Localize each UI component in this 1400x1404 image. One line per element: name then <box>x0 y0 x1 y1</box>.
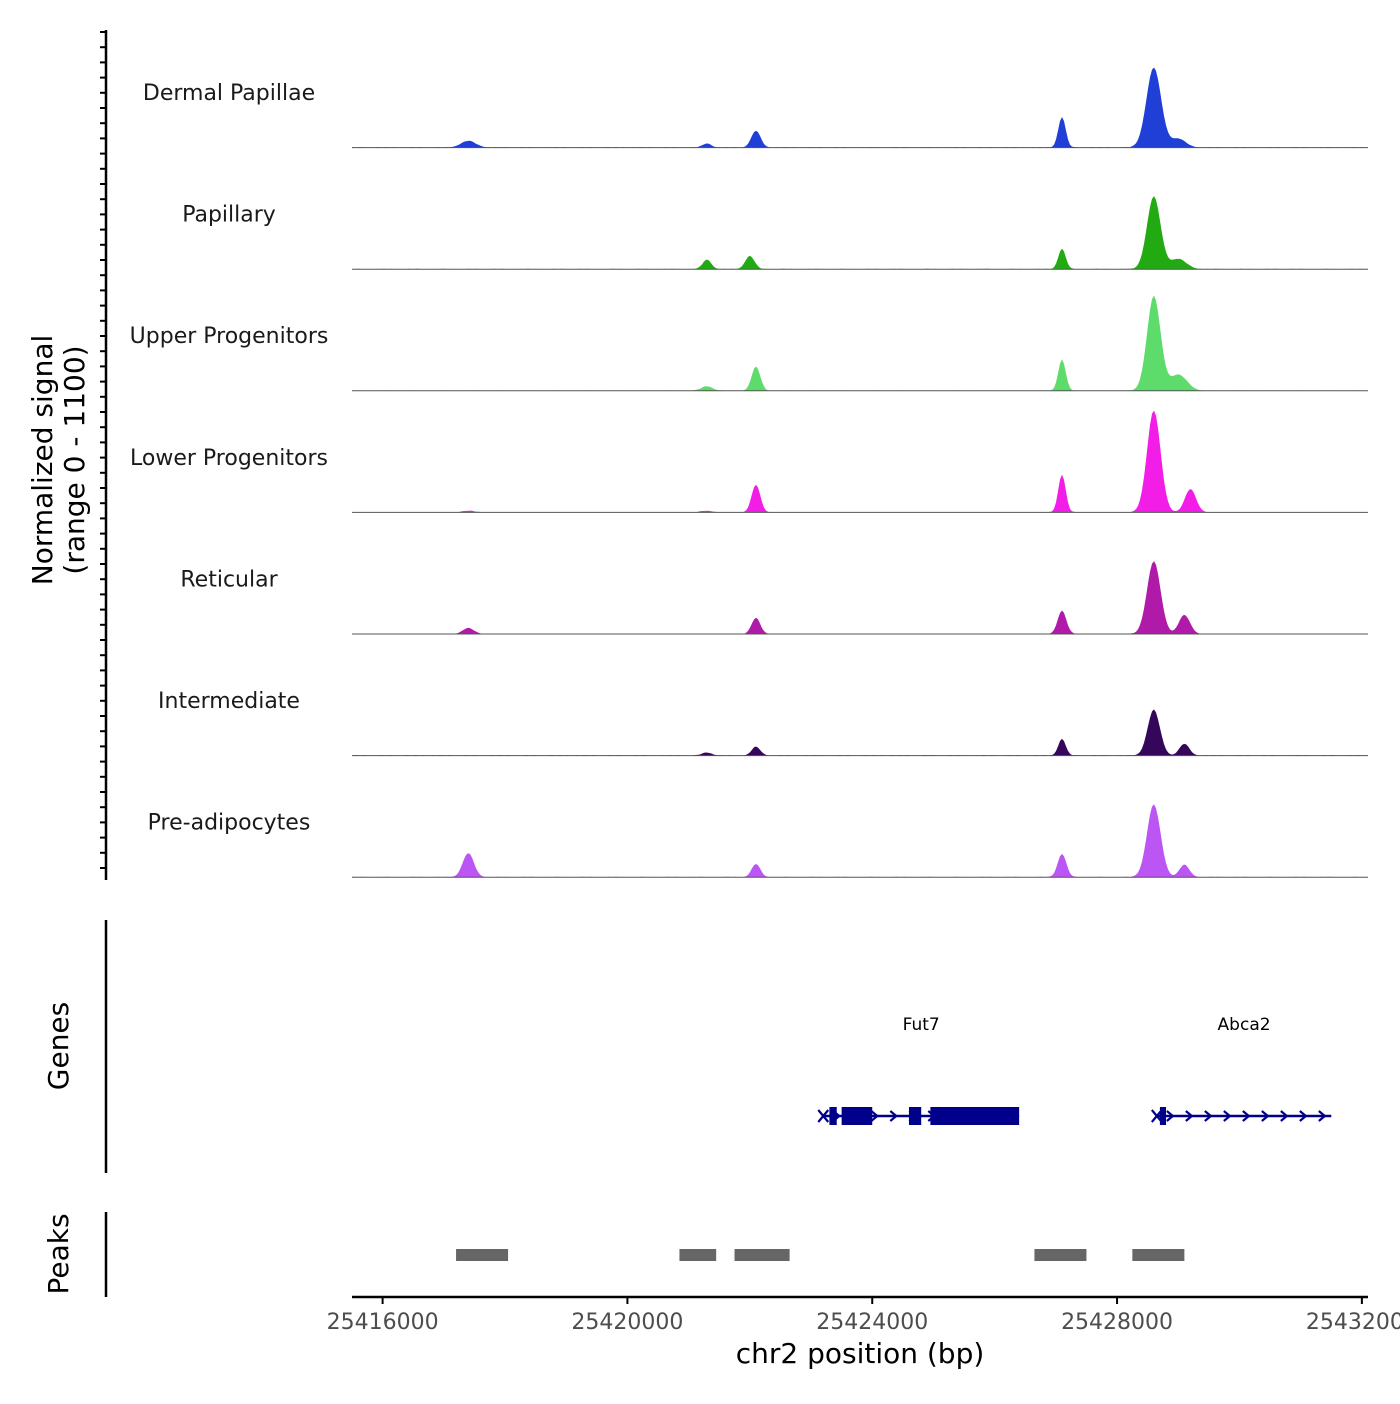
peak-region <box>679 1249 717 1261</box>
track-label-intermediate: Intermediate <box>158 689 300 714</box>
peak-region <box>1132 1249 1185 1261</box>
gene-strand-arrow <box>889 1110 898 1122</box>
peak-region <box>456 1249 509 1261</box>
gene-track: Fut7 Abca2 <box>817 1015 1332 1125</box>
y-axis-title-line2: (range 0 - 1100) <box>58 345 91 574</box>
track-area-upper-progenitors <box>352 295 1368 391</box>
track-area-pre-adipocytes <box>352 804 1368 878</box>
track-label-pre-adipocytes: Pre-adipocytes <box>148 811 311 836</box>
track-upper-progenitors: Upper Progenitors <box>130 295 1368 392</box>
gene-label-abca2: Abca2 <box>1218 1015 1271 1035</box>
x-axis-tick-label: 25432000 <box>1306 1310 1400 1335</box>
track-papillary: Papillary <box>182 196 1368 270</box>
signal-tracks: Dermal Papillae Papillary Upper Progenitor… <box>130 67 1368 878</box>
track-reticular: Reticular <box>180 561 1368 635</box>
gene-abca2: Abca2 <box>1150 1015 1332 1125</box>
track-lower-progenitors: Lower Progenitors <box>130 410 1368 513</box>
y-axis-title-line1: Normalized signal <box>26 335 59 586</box>
track-pre-adipocytes: Pre-adipocytes <box>148 804 1368 878</box>
gene-strand-arrow <box>1223 1110 1232 1122</box>
gene-exon <box>841 1107 873 1125</box>
gene-strand-arrow <box>1166 1110 1175 1122</box>
gene-strand-arrow <box>1280 1110 1289 1122</box>
x-axis-title: chr2 position (bp) <box>736 1337 985 1370</box>
gene-fut7: Fut7 <box>817 1015 1020 1125</box>
track-area-dermal-papillae <box>352 67 1368 148</box>
genes-panel-title: Genes <box>42 1002 75 1090</box>
track-area-lower-progenitors <box>352 410 1368 513</box>
track-area-reticular <box>352 561 1368 634</box>
track-label-lower-progenitors: Lower Progenitors <box>130 446 328 471</box>
gene-strand-arrow <box>1299 1110 1308 1122</box>
peaks-panel-title: Peaks <box>42 1213 75 1294</box>
gene-strand-arrow <box>870 1110 879 1122</box>
peak-region <box>734 1249 790 1261</box>
gene-label-fut7: Fut7 <box>903 1015 940 1035</box>
track-dermal-papillae: Dermal Papillae <box>143 67 1368 149</box>
gene-strand-arrow <box>1185 1110 1194 1122</box>
x-axis-tick-label: 25428000 <box>1061 1310 1173 1335</box>
gene-strand-arrow <box>1204 1110 1213 1122</box>
track-intermediate: Intermediate <box>158 689 1368 757</box>
x-axis-tick-label: 25420000 <box>571 1310 683 1335</box>
x-axis-tick-label: 25416000 <box>327 1310 439 1335</box>
gene-exon <box>1159 1107 1167 1125</box>
gene-strand-arrow <box>1318 1110 1327 1122</box>
peak-region <box>1034 1249 1087 1261</box>
gene-strand-arrow <box>1242 1110 1251 1122</box>
track-area-papillary <box>352 196 1368 270</box>
gene-strand-arrow <box>1261 1110 1270 1122</box>
track-label-upper-progenitors: Upper Progenitors <box>130 324 329 349</box>
gene-start-marker <box>817 1109 830 1123</box>
track-area-intermediate <box>352 709 1368 756</box>
peak-track <box>456 1249 1185 1261</box>
track-label-dermal-papillae: Dermal Papillae <box>143 81 315 106</box>
x-axis-tick-label: 25424000 <box>816 1310 928 1335</box>
gene-exon <box>908 1107 922 1125</box>
gene-exon <box>829 1107 837 1125</box>
track-label-papillary: Papillary <box>182 203 276 228</box>
axes: 25416000 25420000 25424000 25428000 25432000 <box>100 30 1400 1335</box>
track-label-reticular: Reticular <box>180 567 278 592</box>
gene-exon <box>930 1107 1020 1125</box>
